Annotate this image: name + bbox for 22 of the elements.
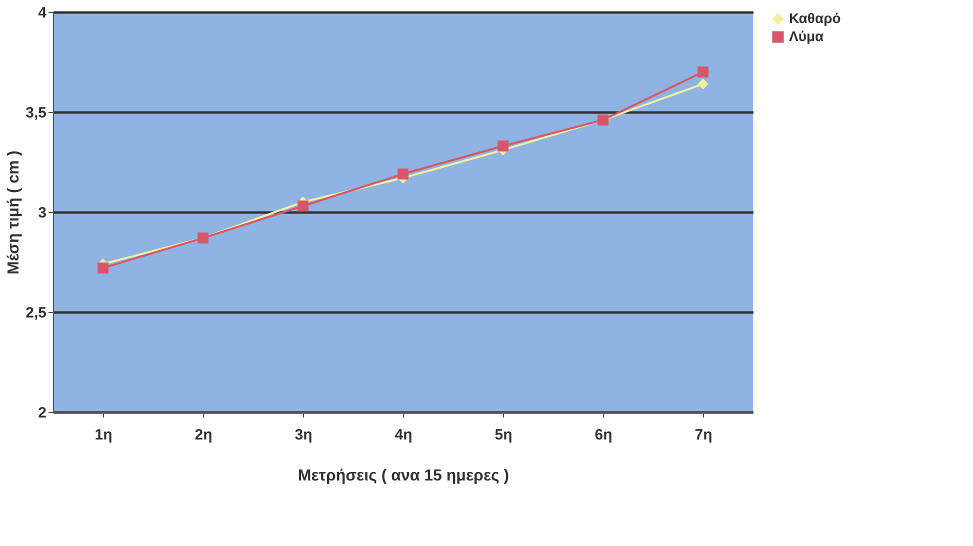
point	[698, 78, 708, 90]
legend-label: Καθαρό	[789, 10, 841, 26]
y-tick-label: 2	[38, 404, 46, 422]
y-tick-label: 2,5	[26, 304, 46, 322]
x-tick-label: 3η	[294, 426, 312, 444]
x-tick-label: 7η	[694, 426, 712, 444]
y-axis-title: Μέση τιμή ( cm )	[6, 150, 23, 274]
point	[398, 168, 408, 180]
x-axis-title: Μετρήσεις ( ανα 15 ημερες )	[298, 468, 510, 484]
y-tick-label: 3,5	[26, 104, 46, 122]
point	[498, 140, 508, 152]
point	[698, 66, 708, 78]
y-tick-label: 4	[38, 4, 48, 22]
y-tick-label: 3	[38, 204, 46, 222]
point	[98, 262, 108, 274]
x-tick-label: 5η	[494, 426, 512, 444]
x-tick-label: 4η	[394, 426, 412, 444]
x-tick-label: 1η	[94, 426, 112, 444]
point	[298, 200, 308, 212]
legend-label: Λύμα	[789, 28, 824, 44]
x-tick-label: 6η	[594, 426, 612, 444]
x-tick-label: 2η	[194, 426, 212, 444]
